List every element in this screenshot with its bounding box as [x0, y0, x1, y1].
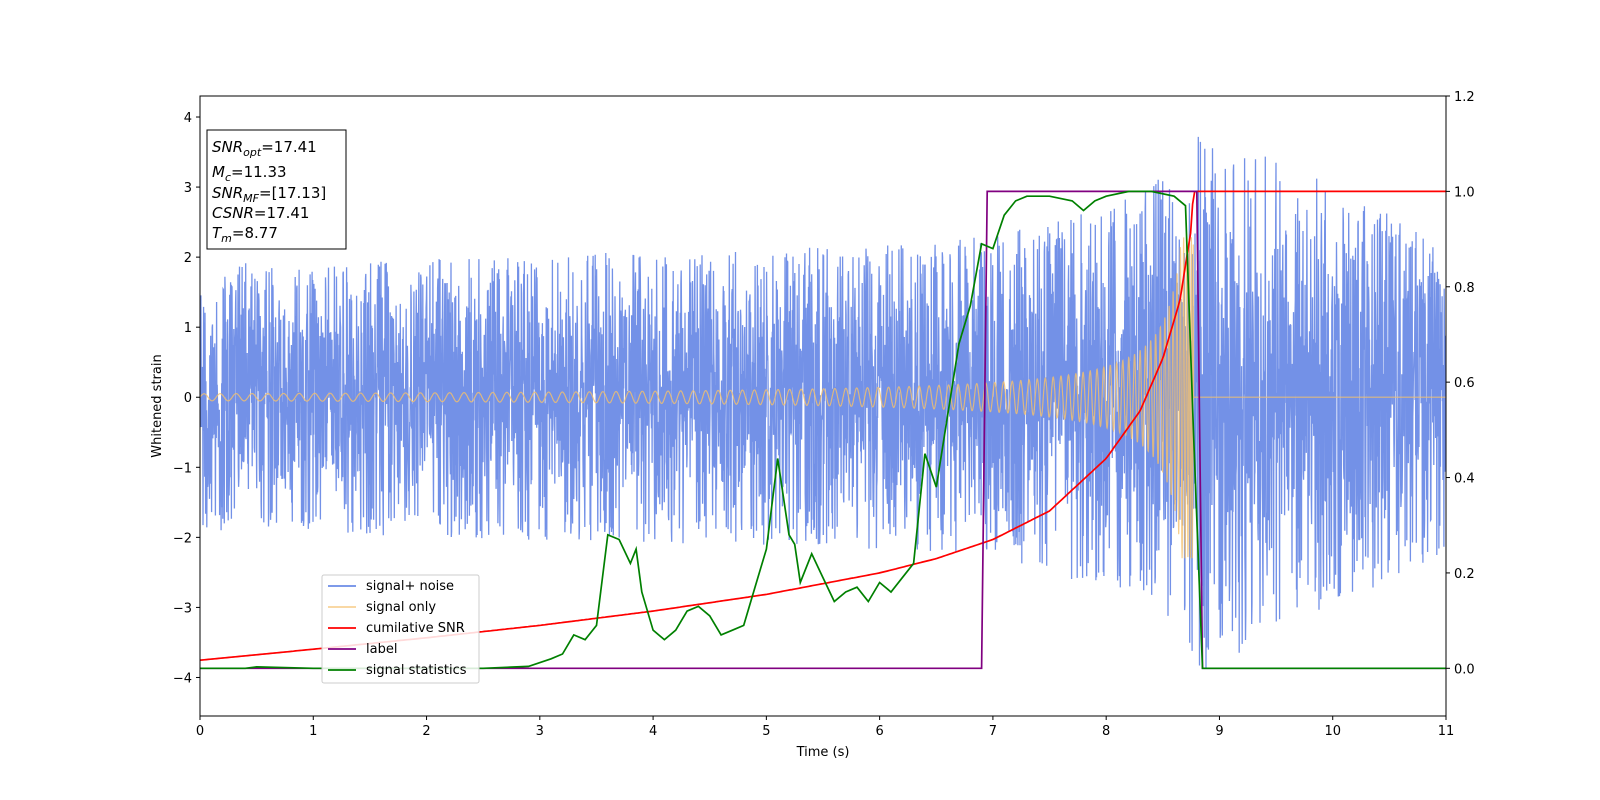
- x-tick-label: 4: [649, 724, 657, 739]
- info-mc: Mc=11.33: [212, 163, 287, 184]
- y-right-tick-label: 0.8: [1454, 281, 1475, 296]
- x-tick-label: 0: [196, 724, 204, 739]
- y-left-tick-label: 0: [184, 391, 192, 406]
- x-axis-label: Time (s): [796, 745, 850, 760]
- info-tm: Tm=8.77: [212, 224, 278, 245]
- y-left-tick-label: 1: [184, 321, 192, 336]
- y-left-tick-label: −1: [173, 461, 192, 476]
- info-box: SNRopt=17.41 Mc=11.33 SNRMF=[17.13] CSNR…: [206, 129, 347, 250]
- legend-signal-noise-label: signal+ noise: [366, 579, 454, 594]
- x-tick-label: 10: [1324, 724, 1341, 739]
- legend-label-label: label: [366, 642, 397, 657]
- y-left-tick-label: 2: [184, 251, 192, 266]
- y-left-tick-label: −2: [173, 531, 192, 546]
- legend-frame: [321, 574, 480, 684]
- x-tick-label: 1: [309, 724, 317, 739]
- series-signal-only-line: [200, 236, 1446, 559]
- x-tick-label: 3: [536, 724, 544, 739]
- series-signal-noise-line: [200, 136, 1446, 668]
- series-signal-statistics-line: [200, 190, 1446, 670]
- x-tick-label: 5: [762, 724, 770, 739]
- x-tick-label: 9: [1215, 724, 1223, 739]
- x-tick-label: 7: [989, 724, 997, 739]
- x-tick-label: 6: [875, 724, 883, 739]
- y-right-tick-label: 0.2: [1454, 567, 1475, 582]
- info-snr-mf: SNRMF=[17.13]: [212, 184, 326, 205]
- x-tick-label: 2: [422, 724, 430, 739]
- info-snr-opt: SNRopt=17.41: [212, 138, 317, 159]
- plot-frame: [199, 95, 1447, 717]
- x-tick-label: 8: [1102, 724, 1110, 739]
- legend-signal-only-label: signal only: [366, 600, 436, 615]
- y-right-tick-label: 1.2: [1454, 90, 1475, 105]
- y-right-tick-label: 1.0: [1454, 185, 1475, 200]
- y-left-tick-label: 4: [184, 111, 192, 126]
- y-axis-label: Whitened strain: [150, 354, 165, 457]
- y-right-tick-label: 0.4: [1454, 472, 1475, 487]
- info-csnr: CSNR=17.41: [212, 204, 309, 222]
- x-tick-label: 11: [1438, 724, 1455, 739]
- legend-signal-statistics-label: signal statistics: [366, 663, 467, 678]
- legend-cumulative-snr-label: cumilative SNR: [366, 621, 465, 636]
- legend: signal+ noise signal only cumilative SNR la…: [321, 574, 480, 684]
- y-left-tick-label: −3: [173, 601, 192, 616]
- y-left-tick-label: −4: [173, 671, 192, 686]
- y-right-tick-label: 0.6: [1454, 376, 1475, 391]
- y-left-tick-label: 3: [184, 181, 192, 196]
- y-right-tick-label: 0.0: [1454, 662, 1475, 677]
- info-box-frame: [206, 129, 347, 250]
